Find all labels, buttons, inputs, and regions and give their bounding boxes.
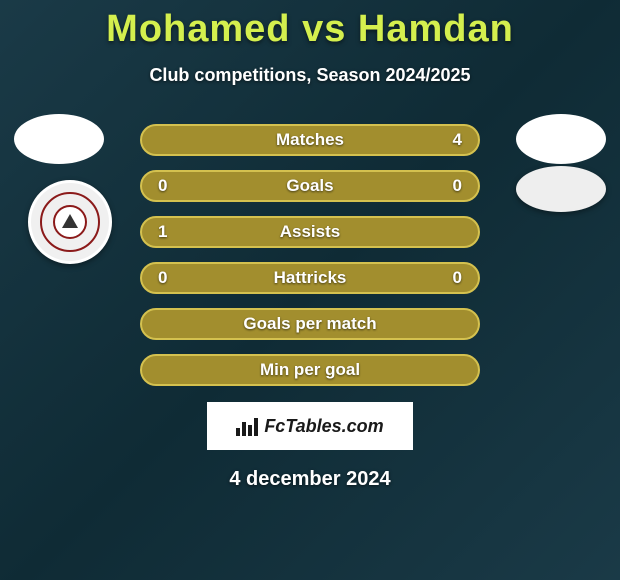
stat-label: Matches [188, 130, 432, 150]
branding-text: FcTables.com [264, 416, 383, 437]
stat-row-hattricks: 0 Hattricks 0 [140, 262, 480, 294]
stat-left-value: 0 [158, 176, 188, 196]
stat-label: Assists [188, 222, 432, 242]
subtitle: Club competitions, Season 2024/2025 [0, 65, 620, 86]
branding-box[interactable]: FcTables.com [207, 402, 413, 450]
stat-row-goals-per-match: Goals per match [140, 308, 480, 340]
stat-right-value: 0 [432, 176, 462, 196]
team-badge-left [28, 180, 112, 264]
page-title: Mohamed vs Hamdan [0, 0, 620, 51]
stat-label: Goals [188, 176, 432, 196]
player-avatar-left [14, 114, 104, 164]
team-badge-right [516, 166, 606, 212]
stat-row-goals: 0 Goals 0 [140, 170, 480, 202]
stats-container: Matches 4 0 Goals 0 1 Assists 0 Hattrick… [140, 124, 480, 386]
stat-row-min-per-goal: Min per goal [140, 354, 480, 386]
stat-right-value: 4 [432, 130, 462, 150]
bar-chart-icon [236, 416, 258, 436]
crest-icon [52, 204, 88, 240]
date-text: 4 december 2024 [0, 468, 620, 491]
stat-left-value: 0 [158, 268, 188, 288]
stat-row-assists: 1 Assists [140, 216, 480, 248]
player-avatar-right [516, 114, 606, 164]
stat-right-value: 0 [432, 268, 462, 288]
stat-label: Hattricks [188, 268, 432, 288]
stat-label: Min per goal [188, 360, 432, 380]
stat-row-matches: Matches 4 [140, 124, 480, 156]
team-badge-left-inner [40, 192, 100, 252]
stat-label: Goals per match [188, 314, 432, 334]
stat-left-value: 1 [158, 222, 188, 242]
